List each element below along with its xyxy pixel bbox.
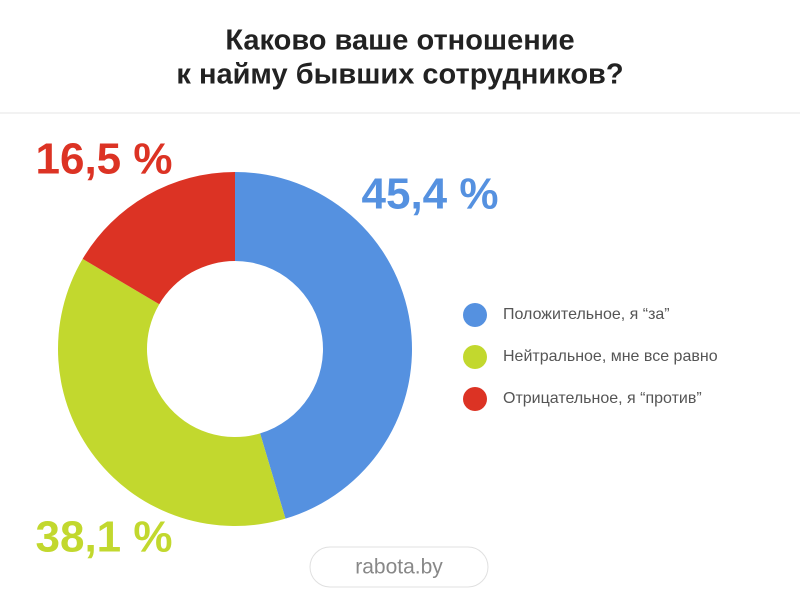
donut-segment [235,172,412,519]
legend-marker [463,387,487,411]
legend-marker [463,345,487,369]
source-pill [309,546,489,588]
value-label: 45,4 % [362,170,499,219]
legend-label: Нейтральное, мне все равно [503,348,718,365]
legend-marker [463,303,487,327]
legend-label: Отрицательное, я “против” [503,390,702,407]
source: rabota.by [355,556,443,579]
donut-segment [57,258,286,527]
value-label: 38,1 % [36,513,173,562]
chart-title: к найму бывших сотрудников? [176,59,623,91]
chart-title: Каково ваше отношение [225,25,574,57]
value-label: 16,5 % [36,135,173,184]
legend-label: Положительное, я “за” [503,306,670,323]
donut-segment [82,172,236,305]
